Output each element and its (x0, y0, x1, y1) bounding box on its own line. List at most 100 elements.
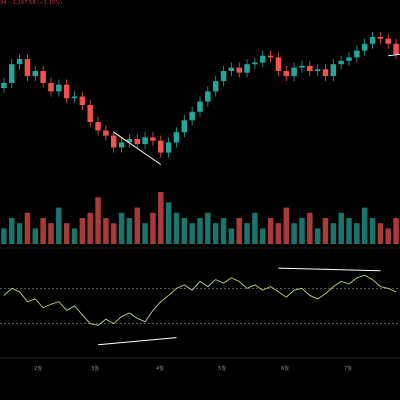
volume-bar (181, 218, 188, 244)
candle (275, 52, 282, 77)
candle (110, 130, 117, 153)
candle (361, 38, 368, 56)
candle (181, 115, 188, 138)
volume-bar (118, 212, 125, 244)
candle (236, 62, 242, 78)
candle (338, 55, 344, 70)
volume-bar (142, 223, 148, 244)
candle (322, 64, 329, 82)
volume-bar (346, 218, 352, 244)
candle (56, 79, 62, 97)
volume-bar (275, 223, 282, 244)
volume-bar (228, 228, 235, 244)
volume-bar (393, 218, 399, 244)
volume-bar (110, 223, 117, 244)
volume-bar (260, 228, 266, 244)
x-tick-label-2: 3월 (91, 365, 99, 372)
time-axis: 2월 3월 4월 5월 6월 7월 (34, 365, 352, 372)
volume-bar (307, 212, 313, 244)
candle (260, 50, 266, 68)
volume-bar (103, 218, 109, 244)
candle (299, 60, 305, 73)
x-tick-label-3: 4월 (156, 365, 164, 372)
candle (16, 54, 23, 70)
volume-bar (354, 223, 360, 244)
volume-bar (40, 218, 46, 244)
volume-bar (205, 212, 211, 244)
candle (291, 62, 297, 82)
volume-bar (299, 218, 305, 244)
rsi-trendline[interactable] (278, 267, 381, 272)
volume-bar (32, 228, 39, 244)
volume-bar (134, 207, 140, 244)
candle (346, 52, 352, 66)
volume-bar (283, 207, 290, 244)
volume-bar (63, 223, 70, 244)
rsi-trendline[interactable] (97, 337, 177, 346)
volume-bar (126, 218, 133, 244)
volume-bar (267, 218, 274, 244)
volume-bar (322, 218, 329, 244)
volume-bar (16, 223, 23, 244)
candle (103, 125, 109, 141)
volume-bar (165, 202, 172, 244)
volume-bar (369, 218, 376, 244)
candle (24, 54, 31, 82)
candle (126, 133, 133, 148)
volume-bar (330, 223, 337, 244)
candle (189, 106, 195, 126)
candle (212, 76, 219, 97)
candle (354, 45, 360, 63)
volume-bar (252, 212, 258, 244)
volume-bar (385, 228, 391, 244)
candle (385, 33, 391, 49)
candle (267, 50, 274, 63)
x-tick-label-1: 2월 (34, 365, 42, 372)
candle (205, 86, 211, 107)
candle (197, 96, 203, 117)
candle (283, 65, 290, 82)
rsi-pane (0, 267, 400, 346)
x-tick-label-4: 5월 (218, 365, 226, 372)
candle (79, 91, 86, 111)
volume-bar (236, 218, 242, 244)
candle (150, 132, 156, 146)
candle (32, 65, 39, 82)
price-change-readout: 94 −1,297.58 (−1.15%) (0, 0, 63, 6)
candle (220, 65, 227, 87)
volume-bar (24, 212, 31, 244)
volume-bar (338, 212, 344, 244)
volume-bar (377, 223, 384, 244)
volume-bar (314, 228, 321, 244)
candle (369, 31, 376, 49)
price-pane (1, 31, 400, 165)
volume-bar (158, 192, 164, 244)
volume-bar (79, 218, 86, 244)
candle (228, 62, 235, 77)
candle (165, 137, 172, 158)
candle (71, 91, 78, 104)
candle (158, 135, 164, 158)
volume-pane (1, 192, 399, 244)
volume-bar (189, 223, 195, 244)
candle (134, 133, 140, 150)
x-tick-label-6: 7월 (344, 365, 352, 372)
rsi-line (3, 274, 397, 326)
volume-bar (48, 223, 54, 244)
volume-bar (9, 218, 15, 244)
candle (393, 38, 399, 60)
candle (307, 60, 313, 77)
candle (63, 79, 70, 104)
candle (377, 31, 384, 44)
candle (142, 132, 148, 150)
candle (314, 64, 321, 77)
volume-bar (173, 212, 180, 244)
volume-bar (150, 212, 156, 244)
volume-bar (1, 228, 7, 244)
candle (87, 99, 93, 128)
volume-bar (291, 223, 297, 244)
volume-bar (95, 197, 101, 244)
price-trendline[interactable] (113, 131, 162, 165)
candle (1, 77, 7, 94)
